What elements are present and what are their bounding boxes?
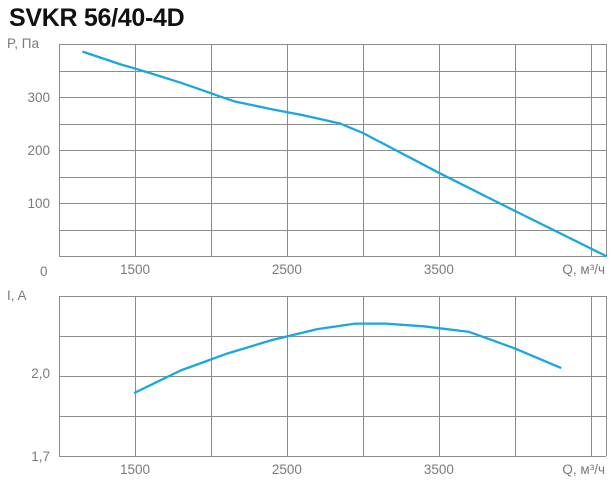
current-xtick-label: 2500 — [272, 462, 302, 477]
pressure-ylabel: P, Па — [7, 36, 39, 51]
pressure-origin-label: 0 — [40, 264, 48, 279]
current-curve-line — [133, 322, 562, 394]
pressure-chart-panel: P, Па 100 200 300 0 1500 2500 3500 Q, м³/ч — [7, 36, 608, 279]
current-xtick-label: 3500 — [424, 462, 454, 477]
current-chart-panel: I, A 1,7 2,0 1500 2500 3500 Q, м³/ч — [7, 288, 607, 477]
current-ytick-label: 1,7 — [31, 449, 50, 464]
pressure-curve-line — [82, 50, 608, 258]
pressure-xlabel: Q, м³/ч — [562, 262, 605, 277]
pressure-xtick-label: 3500 — [424, 262, 454, 277]
pressure-ytick-label: 200 — [27, 143, 50, 158]
pressure-xtick-label: 1500 — [120, 262, 150, 277]
current-xlabel: Q, м³/ч — [562, 462, 605, 477]
pressure-xtick-label: 2500 — [272, 262, 302, 277]
chart-title: SVKR 56/40-4D — [9, 4, 185, 32]
pressure-ytick-label: 100 — [27, 196, 50, 211]
current-ylabel: I, A — [7, 288, 27, 303]
pressure-ytick-label: 300 — [27, 90, 50, 105]
current-ytick-label: 2,0 — [31, 366, 50, 381]
current-xtick-label: 1500 — [120, 462, 150, 477]
